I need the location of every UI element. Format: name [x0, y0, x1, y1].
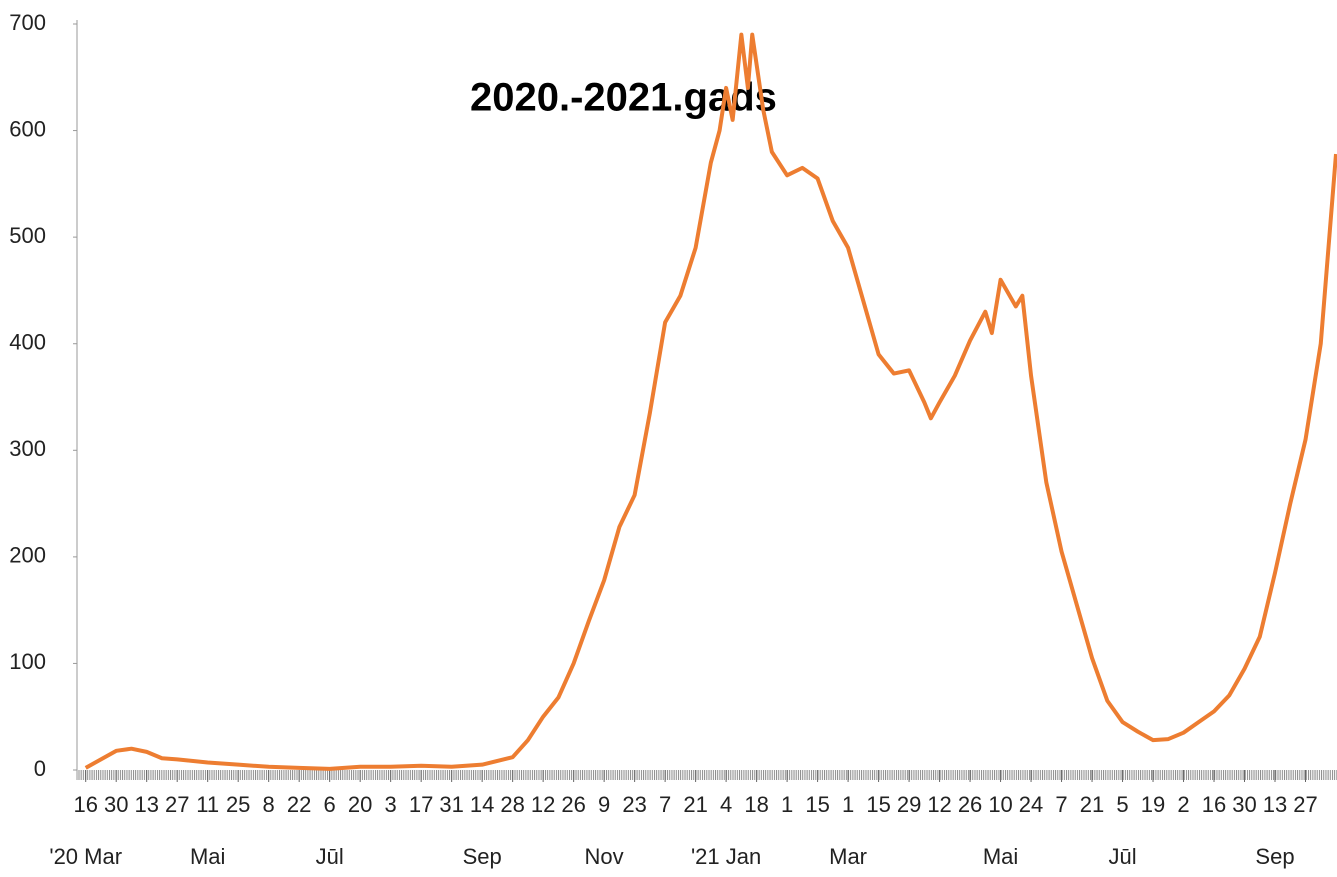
- y-tick-label: 200: [9, 543, 46, 568]
- x-tick-label: 3: [385, 792, 397, 817]
- x-tick-label: 15: [866, 792, 890, 817]
- x-tick-label: 9: [598, 792, 610, 817]
- x-tick-label: 6: [324, 792, 336, 817]
- x-tick-label: 26: [561, 792, 585, 817]
- x-tick-label: 19: [1141, 792, 1165, 817]
- x-tick-label: 16: [1202, 792, 1226, 817]
- x-tick-label: 16: [73, 792, 97, 817]
- x-tick-label: 25: [226, 792, 250, 817]
- x-tick-label: 22: [287, 792, 311, 817]
- x-tick-label: 31: [439, 792, 463, 817]
- x-tick-label: 20: [348, 792, 372, 817]
- month-label: Sep: [463, 844, 502, 869]
- month-label: '20 Mar: [49, 844, 122, 869]
- y-tick-label: 500: [9, 223, 46, 248]
- x-tick-label: 13: [134, 792, 158, 817]
- x-tick-label: 5: [1116, 792, 1128, 817]
- data-line: [84, 32, 1337, 771]
- x-tick-label: 21: [1080, 792, 1104, 817]
- x-tick-label: 14: [470, 792, 494, 817]
- x-tick-label: 7: [1055, 792, 1067, 817]
- x-tick-label: 27: [165, 792, 189, 817]
- x-tick-label: 27: [1293, 792, 1317, 817]
- month-label: Jūl: [1108, 844, 1136, 869]
- y-tick-label: 0: [34, 756, 46, 781]
- x-tick-label: 7: [659, 792, 671, 817]
- x-tick-label: 1: [781, 792, 793, 817]
- x-tick-label: 30: [104, 792, 128, 817]
- x-tick-label: 4: [720, 792, 732, 817]
- y-tick-label: 700: [9, 10, 46, 35]
- x-tick-label: 13: [1263, 792, 1287, 817]
- minor-ticks: [77, 770, 1337, 780]
- x-tick-label: 28: [500, 792, 524, 817]
- x-tick-label: 21: [683, 792, 707, 817]
- x-tick-label: 8: [263, 792, 275, 817]
- y-tick-label: 400: [9, 330, 46, 355]
- x-tick-label: 30: [1232, 792, 1256, 817]
- x-tick-label: 23: [622, 792, 646, 817]
- x-tick-label: 12: [531, 792, 555, 817]
- x-tick-label: 10: [988, 792, 1012, 817]
- month-label: Mar: [829, 844, 867, 869]
- x-tick-label: 11: [196, 792, 219, 817]
- x-tick-label: 2: [1177, 792, 1189, 817]
- x-tick-label: 18: [744, 792, 768, 817]
- month-label: Sep: [1255, 844, 1294, 869]
- x-tick-label: 15: [805, 792, 829, 817]
- month-label: Jūl: [316, 844, 344, 869]
- month-label: Nov: [585, 844, 624, 869]
- x-tick-label: 26: [958, 792, 982, 817]
- x-tick-label: 1: [842, 792, 854, 817]
- month-label: Mai: [190, 844, 225, 869]
- x-tick-label: 17: [409, 792, 433, 817]
- month-label: Mai: [983, 844, 1018, 869]
- y-tick-label: 100: [9, 649, 46, 674]
- x-tick-label: 29: [897, 792, 921, 817]
- month-label: '21 Jan: [691, 844, 761, 869]
- y-tick-label: 300: [9, 436, 46, 461]
- x-tick-label: 12: [927, 792, 951, 817]
- x-tick-label: 24: [1019, 792, 1043, 817]
- y-tick-label: 600: [9, 116, 46, 141]
